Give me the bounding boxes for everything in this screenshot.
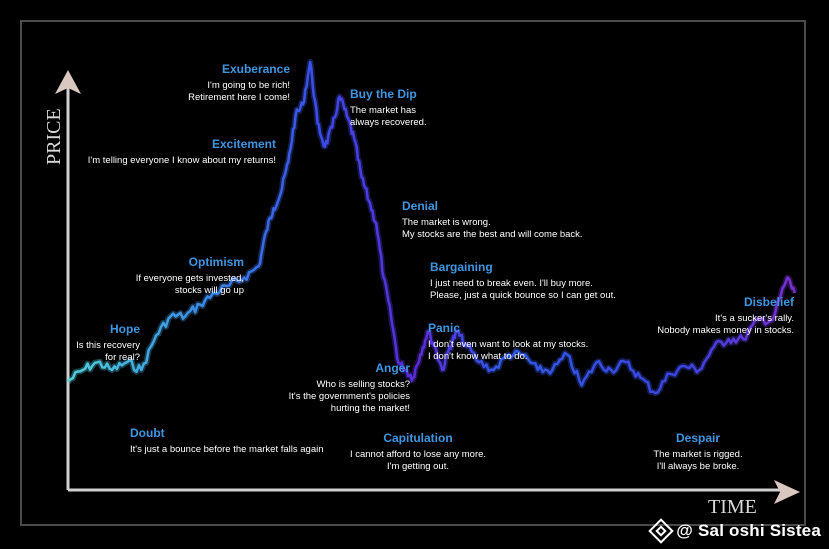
annotation-title: Buy the Dip bbox=[350, 87, 417, 101]
annotation-text: The market has bbox=[350, 105, 416, 116]
annotation-disbelief: Disbelief It's a sucker's rally.Nobody ma… bbox=[657, 295, 795, 336]
annotation-text: I just need to break even. I'll buy more… bbox=[430, 278, 593, 289]
y-axis-arrow-icon bbox=[55, 70, 81, 94]
market-psychology-chart: PRICE TIME Doubt It's just a bounce befor… bbox=[43, 57, 800, 518]
annotation-text: hurting the market! bbox=[331, 403, 410, 414]
annotation-text: Who is selling stocks? bbox=[317, 379, 410, 390]
annotation-text: I don't know what to do. bbox=[428, 351, 528, 362]
annotation-text: The market is wrong. bbox=[402, 217, 491, 228]
watermark: @ Sal oshi Sistea bbox=[648, 518, 821, 544]
annotation-text: I'm going to be rich! bbox=[207, 80, 290, 91]
watermark-text: @ Sal oshi Sistea bbox=[676, 521, 821, 540]
annotation-text: Retirement here I come! bbox=[188, 92, 290, 103]
annotation-text: It's a sucker's rally. bbox=[715, 313, 794, 324]
annotation-title: Optimism bbox=[189, 255, 244, 269]
annotation-title: Anger bbox=[375, 361, 410, 375]
annotation-exuberance: Exuberance I'm going to be rich!Retiremen… bbox=[188, 62, 290, 103]
annotation-panic: Panic I don't even want to look at my sto… bbox=[428, 321, 588, 362]
x-axis-arrow-icon bbox=[774, 480, 800, 504]
annotation-title: Denial bbox=[402, 199, 438, 213]
annotation-title: Capitulation bbox=[383, 431, 452, 445]
annotation-denial: Denial The market is wrong.My stocks are … bbox=[402, 199, 583, 240]
series-layer bbox=[66, 57, 798, 399]
annotation-title: Disbelief bbox=[744, 295, 795, 309]
annotation-text: If everyone gets invested, bbox=[136, 273, 244, 284]
annotation-title: Doubt bbox=[130, 426, 165, 440]
diamond-logo-icon bbox=[648, 518, 675, 544]
annotation-title: Panic bbox=[428, 321, 460, 335]
annotation-title: Bargaining bbox=[430, 260, 493, 274]
annotation-bargaining: Bargaining I just need to break even. I'l… bbox=[430, 260, 616, 301]
annotation-text: stocks will go up bbox=[175, 285, 244, 296]
annotation-text: I cannot afford to lose any more. bbox=[350, 449, 486, 460]
annotation-text: The market is rigged. bbox=[653, 449, 742, 460]
x-axis-label: TIME bbox=[708, 496, 757, 518]
annotation-text: I'm telling everyone I know about my ret… bbox=[88, 155, 276, 166]
annotation-text: I'm getting out. bbox=[387, 461, 449, 472]
y-axis-label: PRICE bbox=[43, 108, 65, 165]
annotation-excitement: Excitement I'm telling everyone I know ab… bbox=[88, 137, 276, 166]
annotation-title: Excitement bbox=[212, 137, 276, 151]
annotation-title: Despair bbox=[676, 431, 720, 445]
annotation-doubt: Doubt It's just a bounce before the marke… bbox=[130, 426, 324, 455]
annotation-title: Exuberance bbox=[222, 62, 290, 76]
annotation-optimism: Optimism If everyone gets invested,stocks… bbox=[136, 255, 244, 296]
annotation-text: always recovered. bbox=[350, 117, 427, 128]
annotation-despair: Despair The market is rigged.I'll always … bbox=[653, 431, 742, 472]
annotation-anger: Anger Who is selling stocks?It's the gove… bbox=[289, 361, 411, 414]
annotation-text: Please, just a quick bounce so I can get… bbox=[430, 290, 616, 301]
annotation-text: Is this recovery bbox=[76, 340, 140, 351]
annotation-text: I'll always be broke. bbox=[657, 461, 740, 472]
annotations-layer: Doubt It's just a bounce before the marke… bbox=[76, 62, 795, 472]
annotation-title: Hope bbox=[110, 322, 140, 336]
annotation-text: Nobody makes money in stocks. bbox=[657, 325, 794, 336]
annotation-text: for real? bbox=[105, 352, 140, 363]
annotation-text: It's just a bounce before the market fal… bbox=[130, 444, 324, 455]
annotation-text: My stocks are the best and will come bac… bbox=[402, 229, 583, 240]
annotation-text: I don't even want to look at my stocks. bbox=[428, 339, 588, 350]
annotation-capitulation: Capitulation I cannot afford to lose any … bbox=[350, 431, 486, 472]
chart-frame: PRICE TIME Doubt It's just a bounce befor… bbox=[20, 20, 806, 526]
annotation-text: It's the government's policies bbox=[289, 391, 411, 402]
